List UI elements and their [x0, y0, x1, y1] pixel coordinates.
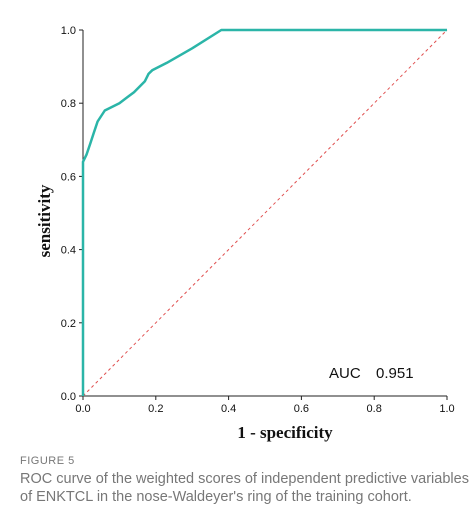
figure-caption-text: ROC curve of the weighted scores of inde… [20, 471, 469, 505]
x-tick-label: 0.4 [221, 403, 236, 415]
reference-diagonal-line [82, 29, 448, 397]
y-tick-label: 1.0 [61, 25, 76, 37]
x-tick-label: 0.6 [294, 403, 309, 415]
y-tick-label: 0.6 [61, 171, 76, 183]
x-axis-title: 1 - specificity [237, 423, 333, 442]
roc-curve-line [81, 28, 447, 396]
x-ticks: 0.0 0.2 0.4 0.6 0.8 1.0 [75, 396, 455, 415]
x-tick-label: 0.8 [367, 403, 382, 415]
x-tick-label: 1.0 [439, 403, 454, 415]
y-axis-title: sensitivity [35, 184, 54, 257]
y-tick-label: 0.0 [61, 391, 76, 403]
figure-caption: FIGURE 5 ROC curve of the weighted score… [20, 455, 470, 506]
x-tick-label: 0.2 [148, 403, 163, 415]
x-tick-label: 0.0 [75, 403, 90, 415]
figure-label: FIGURE 5 [20, 455, 75, 467]
roc-chart: 0.0 0.2 0.4 0.6 0.8 1.0 0.0 0.2 0.4 0.6 0.8 1.0 AU… [35, 25, 455, 442]
auc-label: AUC [329, 365, 361, 382]
y-tick-label: 0.8 [61, 98, 76, 110]
y-tick-label: 0.2 [61, 318, 76, 330]
y-tick-label: 0.4 [61, 245, 76, 257]
auc-value: 0.951 [376, 365, 414, 382]
y-ticks: 0.0 0.2 0.4 0.6 0.8 1.0 [61, 25, 83, 403]
